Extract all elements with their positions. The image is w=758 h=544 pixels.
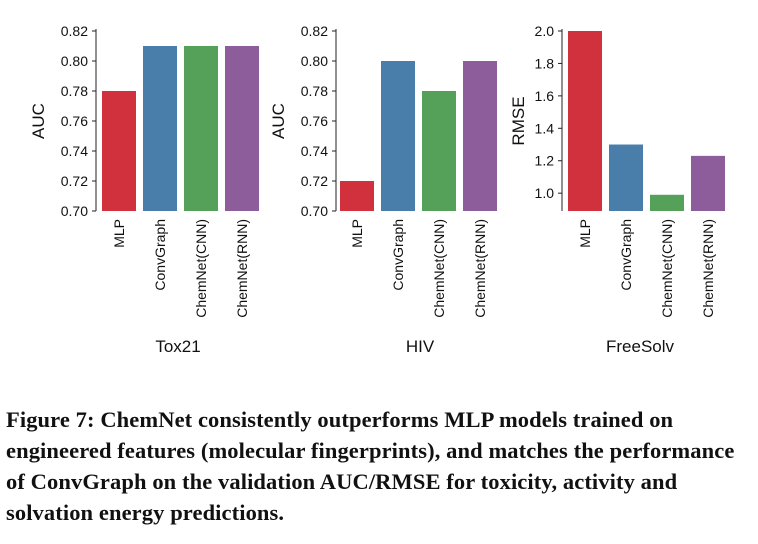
y-axis-label: AUC	[269, 103, 288, 139]
category-label: MLP	[349, 219, 365, 248]
category-label: ConvGraph	[390, 219, 406, 291]
category-label: ChemNet(RNN)	[700, 219, 716, 318]
bar-convgraph	[381, 61, 415, 211]
category-label: MLP	[111, 219, 127, 248]
category-label: MLP	[577, 219, 593, 248]
y-tick-label: 1.2	[535, 153, 555, 169]
y-tick-label: 0.70	[61, 203, 88, 219]
y-tick-label: 0.76	[301, 113, 328, 129]
chart-panel-tox21: 0.70 0.72 0.74 0.76 0.78 0.80 0.82 AUC MLP ConvGr…	[29, 23, 259, 356]
y-tick-label: 0.82	[301, 23, 328, 39]
chart-panel-hiv: 0.70 0.72 0.74 0.76 0.78 0.80 0.82 AUC MLP ConvGr…	[269, 23, 497, 356]
bar-chemnetcnn	[184, 46, 218, 211]
y-tick-label: 0.78	[301, 83, 328, 99]
category-label: ConvGraph	[152, 219, 168, 291]
category-label: ChemNet(CNN)	[431, 219, 447, 318]
y-tick-label: 2.0	[535, 23, 555, 39]
y-tick-label: 0.76	[61, 113, 88, 129]
category-label: ChemNet(RNN)	[234, 219, 250, 318]
category-label: ConvGraph	[618, 219, 634, 291]
figure-panels: 0.70 0.72 0.74 0.76 0.78 0.80 0.82 AUC MLP ConvGr…	[29, 23, 725, 356]
y-tick-label: 1.0	[535, 185, 555, 201]
x-axis-label: FreeSolv	[606, 337, 675, 356]
y-tick-label: 0.74	[61, 143, 88, 159]
y-axis-label: RMSE	[509, 96, 528, 145]
bar-mlp	[568, 31, 602, 211]
bar-chemnetcnn	[422, 91, 456, 211]
bar-chemnetrnn	[691, 155, 725, 211]
y-tick-label: 1.6	[535, 88, 555, 104]
y-tick-label: 0.80	[301, 53, 328, 69]
category-label: ChemNet(CNN)	[659, 219, 675, 318]
x-axis-label: HIV	[406, 337, 435, 356]
y-tick-label: 1.4	[535, 120, 555, 136]
y-tick-label: 0.72	[61, 173, 88, 189]
caption-text: ChemNet consistently outperforms MLP mod…	[6, 407, 735, 525]
y-axis-label: AUC	[29, 103, 48, 139]
bar-convgraph	[143, 46, 177, 211]
y-tick-label: 0.82	[61, 23, 88, 39]
bar-mlp	[340, 181, 374, 211]
category-label: ChemNet(RNN)	[472, 219, 488, 318]
chart-panel-freesolv: 1.0 1.2 1.4 1.6 1.8 2.0 RMSE MLP ConvGraph ChemNe…	[509, 23, 725, 356]
category-label: ChemNet(CNN)	[193, 219, 209, 318]
bar-mlp	[102, 91, 136, 211]
y-tick-label: 0.78	[61, 83, 88, 99]
bar-chemnetrnn	[225, 46, 259, 211]
y-tick-label: 0.80	[61, 53, 88, 69]
y-tick-label: 1.8	[535, 55, 555, 71]
y-tick-label: 0.74	[301, 143, 328, 159]
y-tick-label: 0.70	[301, 203, 328, 219]
bar-convgraph	[609, 144, 643, 211]
figure-caption: Figure 7: ChemNet consistently outperfor…	[6, 404, 746, 528]
bar-chemnetcnn	[650, 194, 684, 211]
caption-label: Figure 7:	[6, 407, 95, 432]
x-axis-label: Tox21	[155, 337, 200, 356]
bar-chemnetrnn	[463, 61, 497, 211]
y-tick-label: 0.72	[301, 173, 328, 189]
